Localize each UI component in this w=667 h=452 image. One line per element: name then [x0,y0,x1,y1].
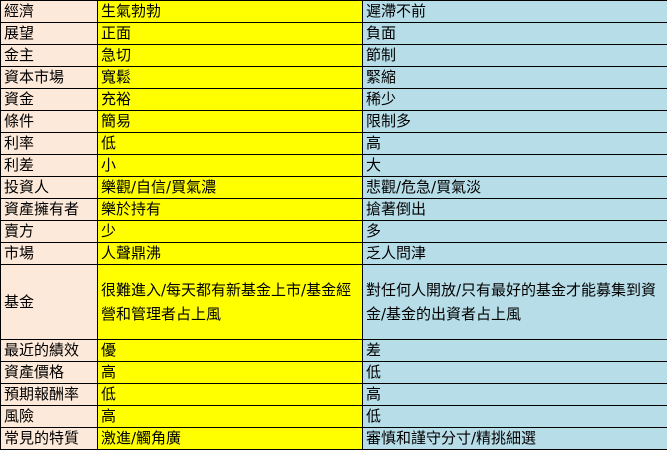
table-row: 預期報酬率低高 [0,383,667,406]
bust-cell: 差 [362,339,667,362]
row-label-cell: 經濟 [0,0,98,23]
boom-cell: 激進/觸角廣 [97,427,363,450]
boom-cell: 樂觀/自信/買氣濃 [97,176,363,199]
bust-cell: 稀少 [362,88,667,111]
boom-cell: 人聲鼎沸 [97,242,363,265]
table-row: 經濟 生氣勃勃 遲滯不前 [0,0,667,23]
table-row: 投資人 樂觀/自信/買氣濃 悲觀/危急/買氣淡 [0,176,667,199]
bust-cell: 搶著倒出 [362,198,667,221]
boom-cell: 急切 [97,44,363,67]
boom-cell: 低 [97,132,363,155]
row-label-cell: 資產擁有者 [0,198,98,221]
table-row: 金主 急切 節制 [0,44,667,67]
bust-cell: 緊縮 [362,66,667,89]
bust-cell: 大 [362,154,667,177]
boom-cell: 很難進入/每天都有新基金上市/基金經營和管理者占上風 [97,264,363,340]
row-label-cell: 賣方 [0,220,98,243]
bust-cell: 悲觀/危急/買氣淡 [362,176,667,199]
row-label-cell: 資產價格 [0,361,98,384]
row-label-cell: 市場 [0,242,98,265]
table-row: 展望 正面 負面 [0,22,667,45]
boom-cell: 少 [97,220,363,243]
table-row: 利差小大 [0,154,667,177]
boom-cell: 簡易 [97,110,363,133]
boom-cell: 優 [97,339,363,362]
row-label-cell: 預期報酬率 [0,383,98,406]
bust-cell: 乏人問津 [362,242,667,265]
row-label-cell: 金主 [0,44,98,67]
table-row: 資產價格高低 [0,361,667,384]
row-label-cell: 條件 [0,110,98,133]
bust-cell: 多 [362,220,667,243]
table-row: 資產擁有者 樂於持有 搶著倒出 [0,198,667,221]
boom-cell: 高 [97,405,363,428]
bust-cell: 節制 [362,44,667,67]
boom-cell: 充裕 [97,88,363,111]
row-label-cell: 利率 [0,132,98,155]
table-row: 基金 很難進入/每天都有新基金上市/基金經營和管理者占上風 對任何人開放/只有最好的… [0,264,667,340]
bust-cell: 負面 [362,22,667,45]
boom-cell: 寬鬆 [97,66,363,89]
row-label-cell: 常見的特質 [0,427,98,450]
table-row: 利率低高 [0,132,667,155]
table-row: 常見的特質 激進/觸角廣 審慎和謹守分寸/精挑細選 [0,427,667,450]
table-row: 風險高低 [0,405,667,428]
table-row: 條件 簡易 限制多 [0,110,667,133]
table-row: 資本市場 寬鬆 緊縮 [0,66,667,89]
boom-cell: 正面 [97,22,363,45]
boom-cell: 生氣勃勃 [97,0,363,23]
bust-cell: 低 [362,361,667,384]
row-label-cell: 資本市場 [0,66,98,89]
row-label-cell: 投資人 [0,176,98,199]
table-row: 最近的績效優差 [0,339,667,362]
bust-cell: 對任何人開放/只有最好的基金才能募集到資金/基金的出資者占上風 [362,264,667,340]
row-label-cell: 最近的績效 [0,339,98,362]
table-row: 市場 人聲鼎沸 乏人問津 [0,242,667,265]
boom-cell: 高 [97,361,363,384]
row-label-cell: 資金 [0,88,98,111]
row-label-cell: 利差 [0,154,98,177]
bust-cell: 限制多 [362,110,667,133]
boom-cell: 小 [97,154,363,177]
row-label-cell: 風險 [0,405,98,428]
row-label-cell: 展望 [0,22,98,45]
bust-cell: 遲滯不前 [362,0,667,23]
boom-cell: 低 [97,383,363,406]
table-row: 資金 充裕 稀少 [0,88,667,111]
bust-cell: 高 [362,132,667,155]
row-label-cell: 基金 [0,264,98,340]
boom-cell: 樂於持有 [97,198,363,221]
bust-cell: 低 [362,405,667,428]
bust-cell: 高 [362,383,667,406]
bust-cell: 審慎和謹守分寸/精挑細選 [362,427,667,450]
table-row: 賣方少多 [0,220,667,243]
